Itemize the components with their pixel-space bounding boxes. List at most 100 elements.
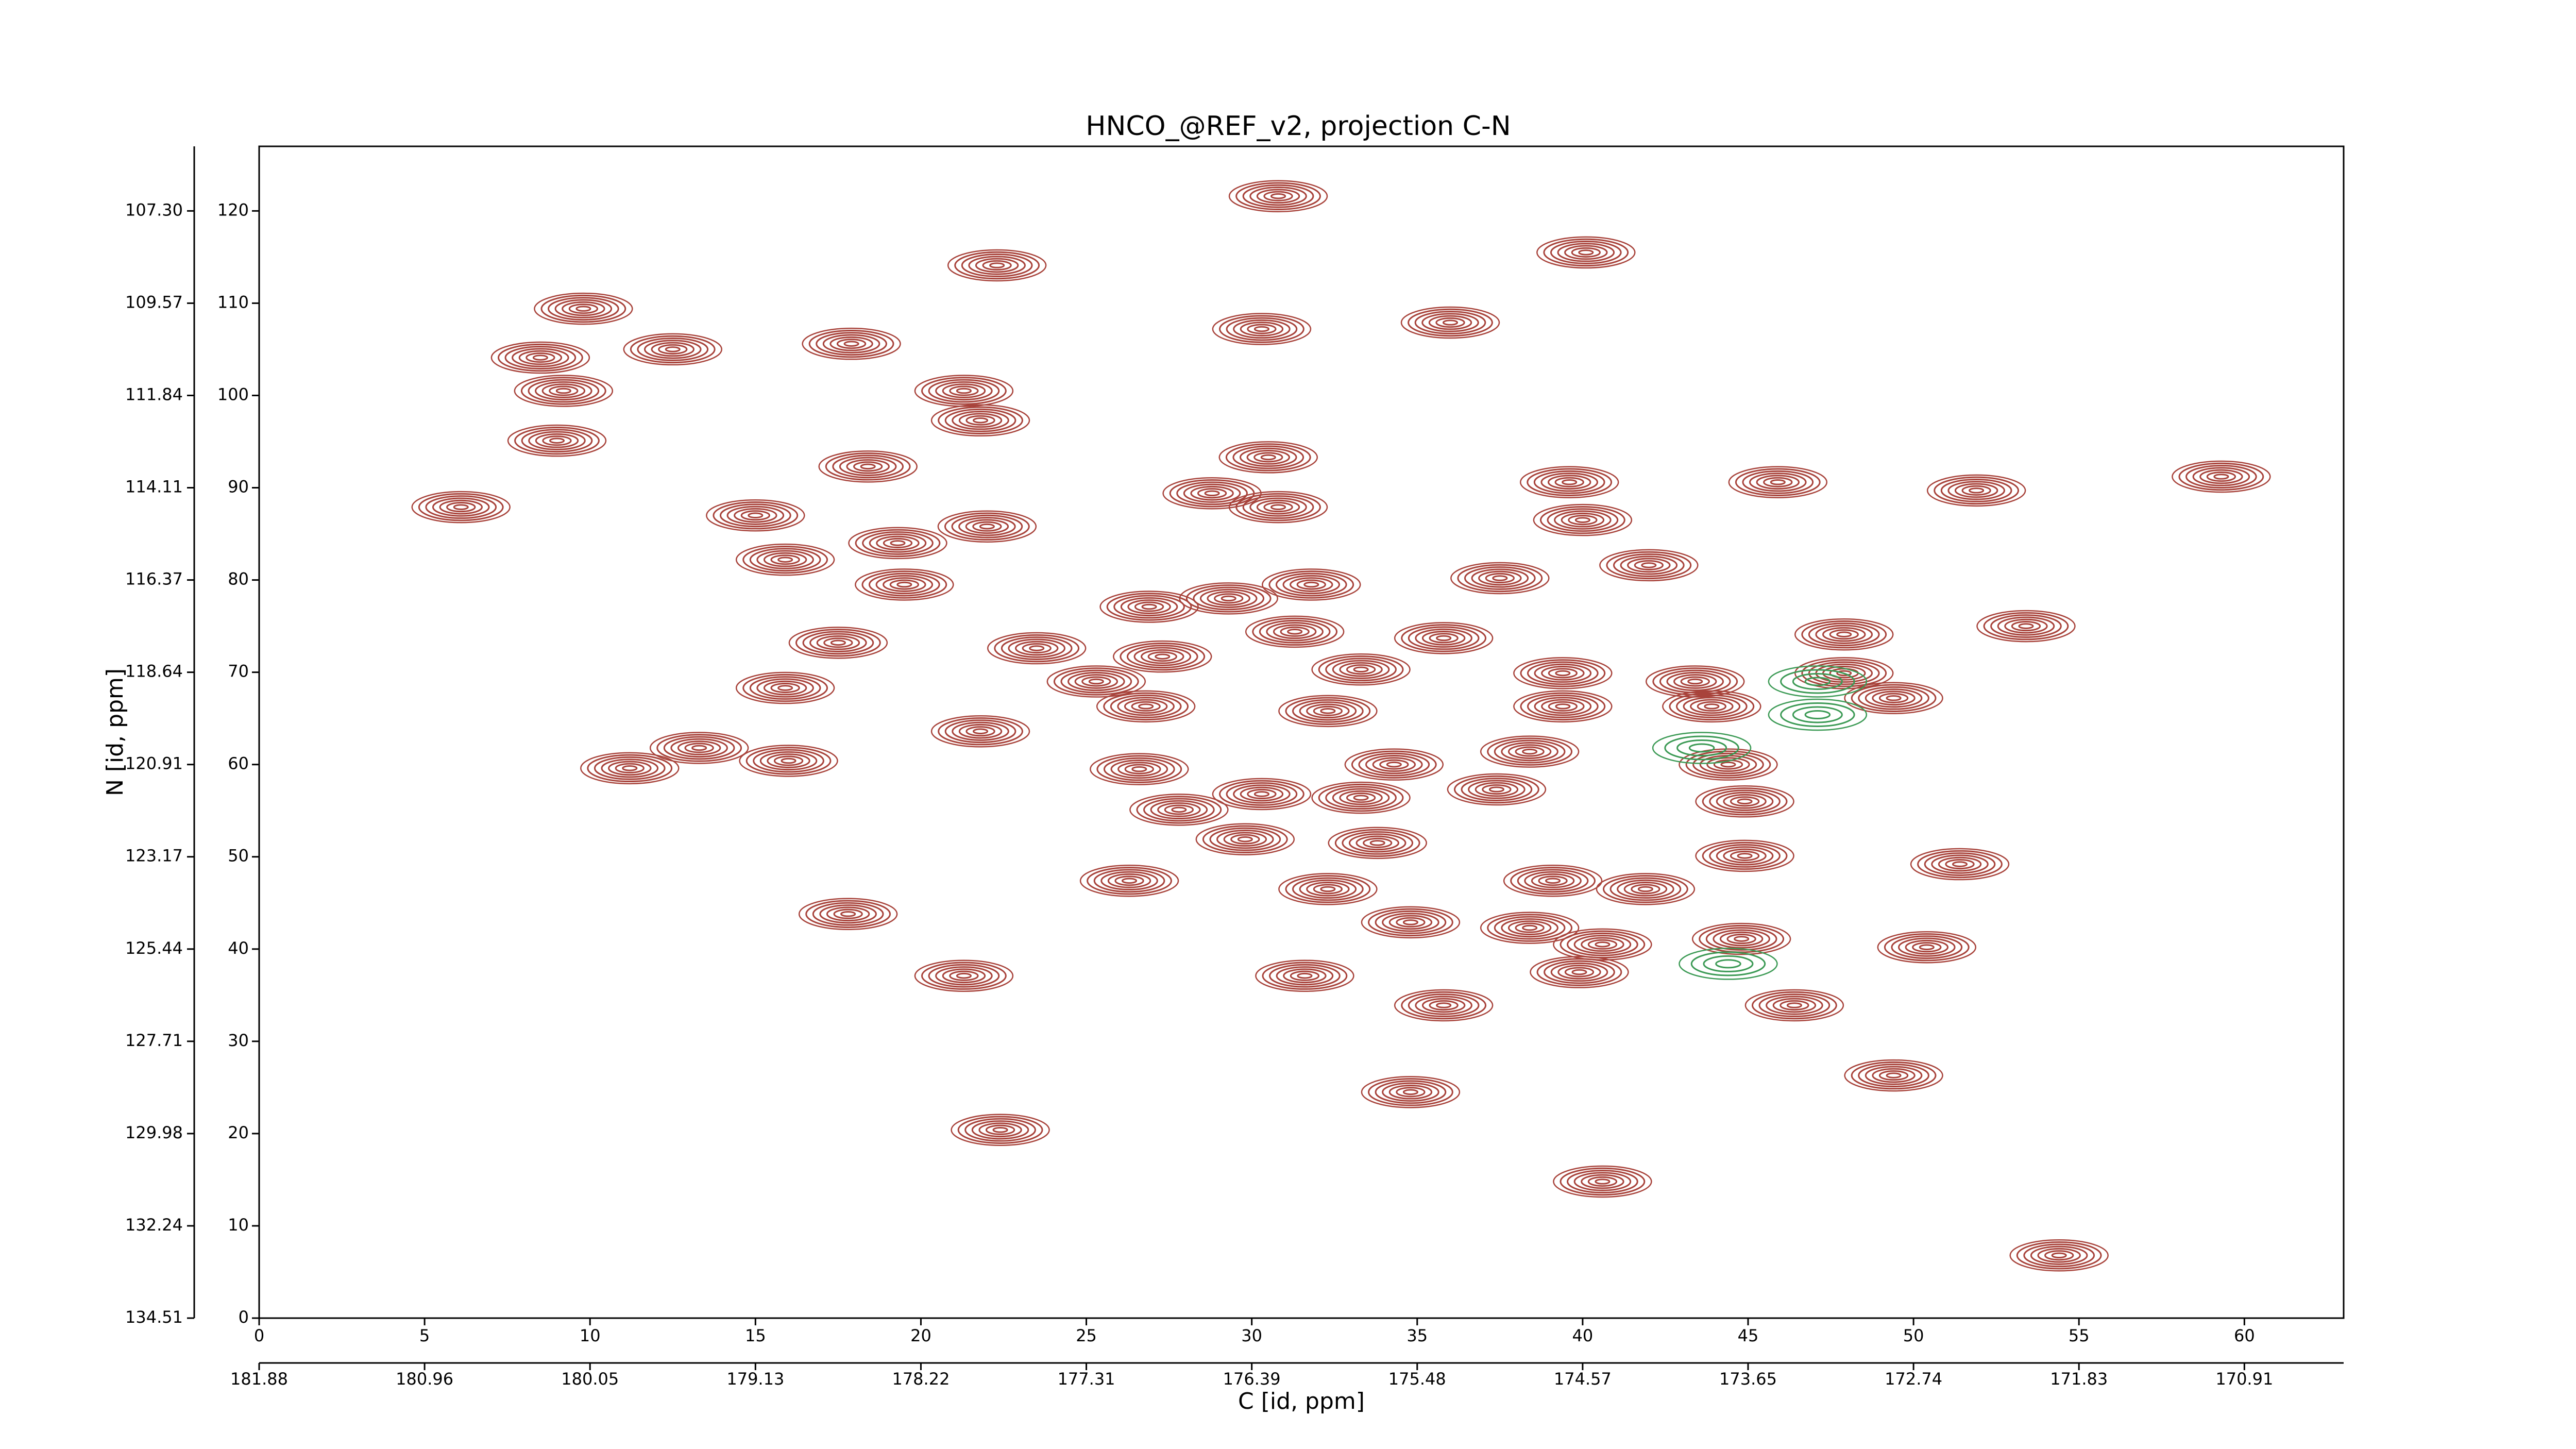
contour-peak	[1262, 568, 1361, 601]
contour-peak	[643, 340, 702, 359]
contour-peak	[954, 251, 1040, 280]
contour-peak	[1415, 996, 1472, 1015]
contour-peak	[1758, 993, 1831, 1017]
contour-peak	[1382, 913, 1439, 932]
contour-peak	[826, 906, 870, 922]
contour-peak	[1247, 324, 1277, 334]
contour-peak	[1557, 243, 1615, 262]
contour-peak	[1606, 551, 1692, 580]
contour-peak	[944, 719, 1016, 744]
contour-peak	[1728, 466, 1828, 499]
contour-peak	[1259, 619, 1331, 644]
contour-peak	[1801, 659, 1887, 687]
contour-peak	[1522, 748, 1538, 755]
contour-peak	[1292, 699, 1364, 723]
contour-peak	[514, 426, 600, 455]
contour-peak	[848, 527, 947, 560]
contour-peak	[1905, 939, 1949, 955]
contour-peak	[622, 765, 638, 771]
contour-peak	[1353, 795, 1369, 801]
contour-peak	[1527, 694, 1599, 718]
contour-peak	[961, 254, 1033, 277]
contour-peak	[1313, 705, 1343, 716]
contour-peak	[1252, 617, 1338, 646]
contour-peak	[876, 535, 920, 551]
x-tick-label: 0	[254, 1326, 264, 1345]
contour-peak	[1400, 306, 1500, 339]
x2-tick-label: 181.88	[230, 1369, 288, 1389]
contour-peak	[630, 335, 716, 364]
contour-peak	[979, 523, 995, 530]
contour-peak	[1408, 308, 1493, 337]
contour-peak	[1207, 591, 1250, 606]
contour-peak	[453, 504, 469, 510]
x-tick-label: 55	[2069, 1326, 2090, 1345]
contour-peak	[1940, 478, 2012, 502]
y2-tick-label: 132.24	[125, 1215, 183, 1235]
contour-peak	[816, 332, 887, 356]
contour-peak	[846, 459, 890, 474]
contour-peak	[1709, 789, 1781, 814]
contour-peak	[1912, 942, 1942, 953]
contour-peak	[1631, 884, 1660, 895]
contour-peak	[1088, 678, 1104, 685]
contour-peak	[580, 752, 680, 785]
contour-peak	[1306, 703, 1350, 719]
contour-peak	[425, 495, 497, 519]
contour-peak	[1415, 628, 1472, 648]
contour-peak	[1193, 586, 1265, 611]
contour-peak	[1221, 595, 1236, 602]
contour-peak	[1134, 601, 1164, 612]
contour-peak	[921, 377, 1007, 405]
x2-tick-label: 176.39	[1223, 1369, 1281, 1389]
contour-peak	[951, 514, 1023, 538]
contour-peak	[798, 898, 898, 930]
contour-peak	[1283, 968, 1327, 984]
contour-peak	[1113, 595, 1185, 619]
contour-peak	[1886, 695, 1902, 701]
contour-peak	[1183, 483, 1241, 503]
y-tick-label: 70	[228, 662, 249, 681]
contour-peak	[1266, 622, 1324, 642]
contour-peak	[1447, 773, 1547, 806]
contour-peak	[1478, 570, 1522, 586]
contour-peak	[767, 753, 810, 768]
contour-peak	[1587, 939, 1618, 950]
contour-peak	[1507, 744, 1552, 759]
contour-peak	[1555, 670, 1571, 677]
contour-peak	[1402, 1089, 1419, 1096]
contour-peak	[958, 517, 1016, 536]
contour-peak	[1522, 924, 1538, 931]
contour-peak	[1212, 313, 1312, 345]
contour-peak	[518, 350, 563, 365]
contour-peak	[1548, 668, 1578, 679]
contour-peak	[1865, 688, 1923, 708]
x2-tick-label: 179.13	[726, 1369, 784, 1389]
contour-peak	[601, 759, 659, 778]
contour-peak	[549, 437, 565, 444]
contour-peak	[1334, 829, 1420, 857]
y-tick-label: 60	[228, 754, 249, 773]
contour-peak	[942, 968, 986, 984]
contour-peak	[1141, 649, 1184, 664]
contour-peak	[753, 749, 824, 773]
contour-peak	[1368, 1078, 1453, 1106]
contour-peak	[1256, 189, 1300, 204]
contour-peak	[1539, 506, 1625, 534]
contour-peak	[1872, 690, 1916, 706]
contour-peak	[1110, 759, 1168, 779]
contour-peak	[812, 902, 884, 926]
contour-peak	[1408, 626, 1480, 650]
contour-peak	[1237, 836, 1253, 843]
contour-peak	[1386, 761, 1402, 768]
contour-peak	[1303, 581, 1319, 588]
contour-peak	[1141, 603, 1157, 610]
contour-peak	[1524, 871, 1582, 890]
contour-peak	[734, 508, 777, 523]
contour-peak	[1794, 657, 1894, 689]
y-tick-label: 30	[228, 1031, 249, 1050]
contour-peak	[749, 548, 821, 572]
contour-peak	[1770, 479, 1786, 485]
contour-peak	[1685, 750, 1771, 779]
contour-peak	[965, 415, 995, 426]
